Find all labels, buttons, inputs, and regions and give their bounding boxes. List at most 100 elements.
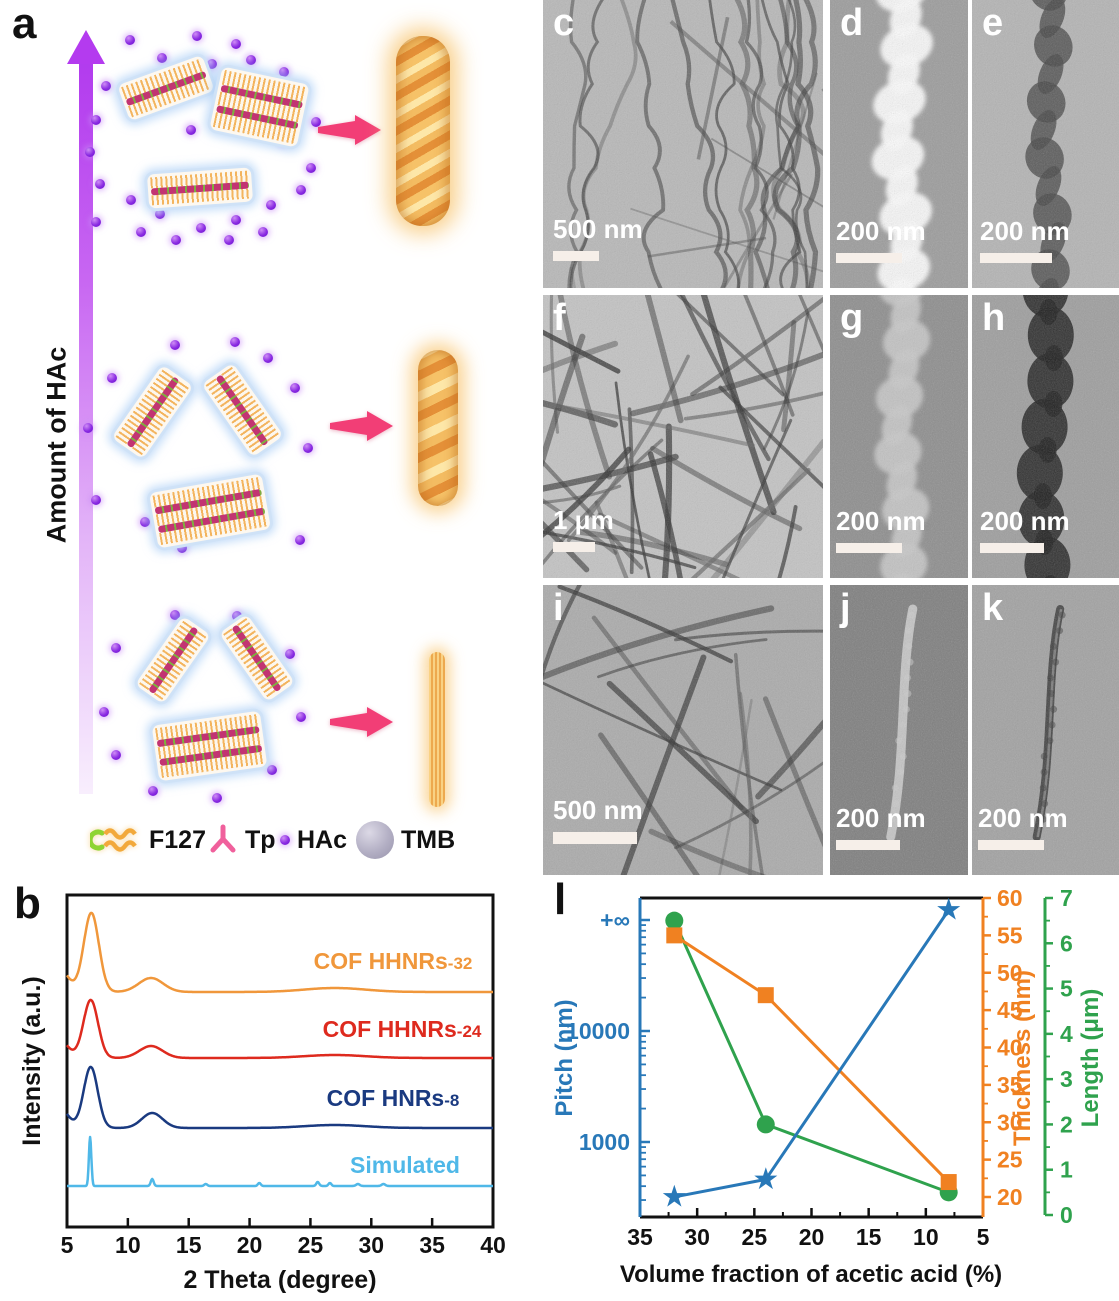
svg-text:3: 3 bbox=[1060, 1066, 1073, 1092]
hac-dot-icon bbox=[111, 750, 121, 760]
hac-dot-icon bbox=[157, 53, 167, 63]
svg-text:20: 20 bbox=[799, 1224, 825, 1250]
hac-dot-icon bbox=[266, 200, 276, 210]
hac-dot-icon bbox=[311, 117, 321, 127]
svg-text:25: 25 bbox=[742, 1224, 768, 1250]
xrd-series-label: Simulated bbox=[350, 1152, 460, 1178]
hac-dot-icon bbox=[177, 543, 187, 553]
panel-label-i: i bbox=[553, 587, 564, 629]
svg-text:10: 10 bbox=[115, 1232, 141, 1258]
cof-micelle bbox=[148, 707, 271, 785]
micrograph-h: h 200 nm bbox=[972, 295, 1119, 578]
scale-bar-text: 500 nm bbox=[553, 795, 643, 825]
svg-text:10: 10 bbox=[913, 1224, 939, 1250]
scale-bar bbox=[836, 253, 902, 263]
hac-dot-icon bbox=[111, 643, 121, 653]
hac-dot-icon bbox=[99, 707, 109, 717]
cof-micelle bbox=[143, 164, 257, 212]
scale-bar-text: 200 nm bbox=[836, 216, 926, 246]
panel-label-j: j bbox=[840, 587, 851, 629]
panel-label-a: a bbox=[12, 0, 37, 48]
svg-text:Thickness (nm): Thickness (nm) bbox=[1009, 970, 1036, 1146]
svg-text:5: 5 bbox=[1060, 976, 1073, 1002]
svg-text:7: 7 bbox=[1060, 885, 1073, 911]
svg-text:★: ★ bbox=[935, 894, 962, 927]
hac-dot-icon bbox=[125, 35, 135, 45]
reaction-arrow bbox=[318, 115, 381, 145]
hac-dot-icon bbox=[246, 55, 256, 65]
panel-label-c: c bbox=[553, 2, 575, 44]
svg-text:Pitch (nm): Pitch (nm) bbox=[551, 999, 578, 1116]
scale-bar-text: 200 nm bbox=[980, 506, 1070, 536]
hac-dot-icon bbox=[263, 353, 273, 363]
panel-label-g: g bbox=[840, 297, 864, 339]
svg-text:2: 2 bbox=[1060, 1111, 1073, 1137]
hac-dot-icon bbox=[295, 535, 305, 545]
hac-dot-icon bbox=[258, 227, 268, 237]
scale-bar bbox=[980, 253, 1052, 263]
svg-text:30: 30 bbox=[997, 1109, 1023, 1135]
scale-bar bbox=[553, 251, 599, 261]
scale-bar-text: 200 nm bbox=[980, 216, 1070, 246]
hac-dot-icon bbox=[186, 125, 196, 135]
scale-bar bbox=[980, 543, 1044, 553]
svg-text:15: 15 bbox=[856, 1224, 882, 1250]
svg-text:+∞: +∞ bbox=[600, 907, 630, 933]
hac-dot-icon bbox=[91, 495, 101, 505]
hac-dot-icon bbox=[91, 115, 101, 125]
scale-bar-text: 1 μm bbox=[553, 505, 614, 535]
svg-text:25: 25 bbox=[298, 1232, 324, 1258]
cof-micelle bbox=[145, 470, 275, 552]
tp-linker-icon bbox=[210, 824, 236, 853]
svg-text:60: 60 bbox=[997, 885, 1023, 911]
micrograph-d: d 200 nm bbox=[830, 0, 968, 288]
micrograph-f: f 1 μm bbox=[543, 295, 823, 578]
panel-label-k: k bbox=[982, 587, 1004, 629]
reaction-arrow bbox=[330, 411, 393, 441]
svg-text:40: 40 bbox=[997, 1035, 1023, 1061]
svg-text:★: ★ bbox=[752, 1163, 779, 1196]
hac-dot-icon bbox=[231, 215, 241, 225]
cof-micelle bbox=[130, 611, 216, 709]
scale-bar bbox=[978, 840, 1044, 850]
svg-text:35: 35 bbox=[627, 1224, 653, 1250]
svg-text:15: 15 bbox=[176, 1232, 202, 1258]
scale-bar bbox=[553, 542, 595, 552]
hac-dot-icon bbox=[148, 786, 158, 796]
hac-dot-icon bbox=[279, 67, 289, 77]
svg-text:50: 50 bbox=[997, 960, 1023, 986]
svg-text:45: 45 bbox=[997, 997, 1023, 1023]
hac-dot-icon bbox=[95, 179, 105, 189]
hac-dot-icon bbox=[306, 163, 316, 173]
hac-dot-icon bbox=[207, 59, 217, 69]
micrograph-g: g 200 nm bbox=[830, 295, 968, 578]
hac-gradient-arrow-head bbox=[67, 30, 105, 64]
svg-text:Volume fraction of acetic acid: Volume fraction of acetic acid (%) bbox=[620, 1261, 1002, 1288]
panel-label-b: b bbox=[14, 879, 41, 928]
cof-micelle bbox=[113, 50, 219, 126]
hac-dot-icon bbox=[224, 235, 234, 245]
hac-dot-icon bbox=[83, 423, 93, 433]
scale-bar-text: 500 nm bbox=[553, 214, 643, 244]
micrograph-j: j 200 nm bbox=[830, 585, 968, 875]
legend-label: Tp bbox=[245, 825, 276, 854]
micrograph-c: c 500 nm bbox=[543, 0, 823, 288]
xrd-series-label: COF HHNRs-24 bbox=[322, 1016, 482, 1042]
hac-dot-icon bbox=[280, 835, 290, 845]
schematic-panel-a: a Amount of HAc F12 bbox=[0, 0, 540, 878]
legend-item-tmb: TMB bbox=[356, 820, 455, 860]
svg-text:1: 1 bbox=[1060, 1157, 1073, 1183]
svg-text:Length (μm): Length (μm) bbox=[1077, 989, 1104, 1128]
svg-text:★: ★ bbox=[661, 1180, 688, 1213]
svg-text:10000: 10000 bbox=[566, 1018, 630, 1044]
scale-bar-text: 200 nm bbox=[836, 506, 926, 536]
svg-text:35: 35 bbox=[419, 1232, 445, 1258]
scale-bar bbox=[553, 832, 637, 844]
xrd-series-label: COF HNRs-8 bbox=[326, 1085, 460, 1111]
hac-dot-icon bbox=[212, 793, 222, 803]
svg-text:5: 5 bbox=[61, 1232, 74, 1258]
hac-dot-icon bbox=[296, 712, 306, 722]
hac-dot-icon bbox=[140, 517, 150, 527]
hac-dot-icon bbox=[85, 147, 95, 157]
